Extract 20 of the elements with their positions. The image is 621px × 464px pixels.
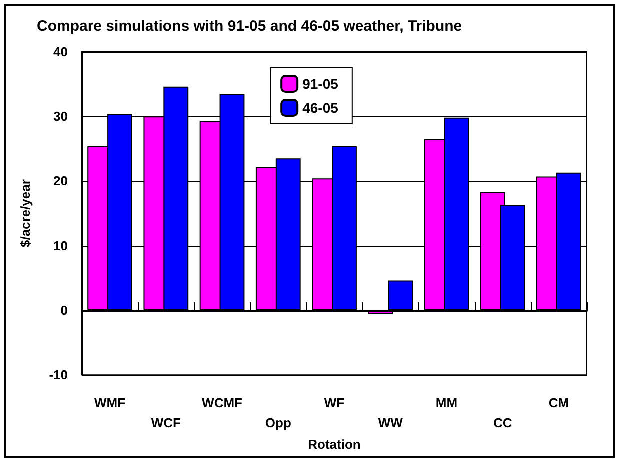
x-tick-label: WCMF	[202, 396, 243, 411]
x-tick-label: WF	[324, 396, 345, 411]
y-tick-label: 10	[54, 238, 68, 254]
x-tick-label: WW	[378, 416, 404, 431]
x-tick-label: MM	[436, 396, 458, 411]
y-tick-label: 0	[60, 302, 68, 318]
x-axis-title: Rotation	[308, 437, 361, 452]
x-tick-label: Opp	[265, 416, 292, 431]
x-tick-label: CC	[493, 416, 513, 431]
y-tick-label: 40	[54, 44, 68, 60]
legend-label: 91-05	[302, 76, 339, 92]
x-tick-label: CM	[548, 396, 570, 411]
y-tick-label: 30	[54, 109, 68, 124]
x-tick-label: WMF	[94, 396, 126, 411]
y-axis-title: $/acre/year	[18, 180, 33, 248]
y-tick-label: -10	[49, 368, 68, 383]
y-tick-label: 20	[54, 174, 68, 189]
legend-label: 46-05	[302, 100, 339, 116]
x-tick-label: WCF	[151, 416, 182, 431]
chart-title: Compare simulations with 91-05 and 46-05 weather, Tribune	[37, 18, 462, 35]
